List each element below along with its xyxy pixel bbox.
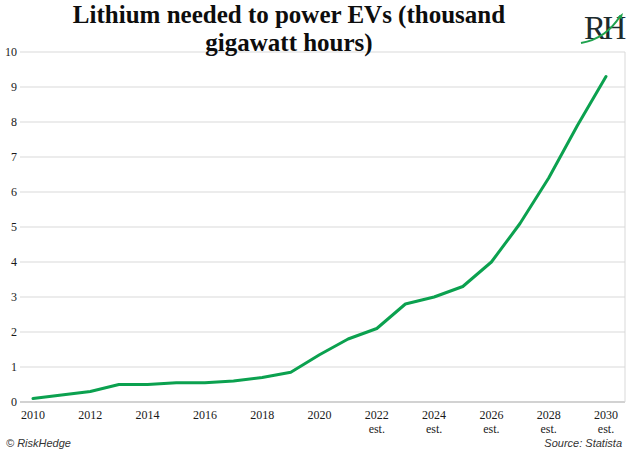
x-tick-est: est. (461, 422, 521, 436)
x-tick-year: 2016 (175, 408, 235, 422)
y-tick-label: 9 (0, 79, 17, 95)
x-tick-year: 2014 (118, 408, 178, 422)
x-tick-est: est. (576, 422, 630, 436)
y-tick-label: 7 (0, 149, 17, 165)
chart-title: Lithium needed to power EVs (thousand gi… (0, 1, 578, 57)
x-tick-label: 2024est. (404, 408, 464, 436)
x-tick-label: 2012 (60, 408, 120, 422)
y-tick-label: 5 (0, 219, 17, 235)
x-tick-year: 2012 (60, 408, 120, 422)
y-tick-label: 6 (0, 184, 17, 200)
chart-page: Lithium needed to power EVs (thousand gi… (0, 0, 630, 451)
x-tick-label: 2020 (290, 408, 350, 422)
chart-title-line1: Lithium needed to power EVs (thousand (0, 1, 578, 29)
chart-title-line2: gigawatt hours) (0, 29, 578, 57)
riskhedge-logo: RH (576, 4, 626, 50)
x-tick-label: 2030est. (576, 408, 630, 436)
x-tick-year: 2018 (232, 408, 292, 422)
lithium-demand-line (33, 77, 606, 399)
y-tick-label: 10 (0, 44, 17, 60)
x-tick-year: 2030 (576, 408, 630, 422)
x-tick-year: 2028 (519, 408, 579, 422)
x-tick-label: 2028est. (519, 408, 579, 436)
copyright-label: © RiskHedge (6, 437, 71, 449)
x-tick-year: 2020 (290, 408, 350, 422)
line-chart (0, 0, 630, 451)
x-tick-est: est. (404, 422, 464, 436)
x-tick-est: est. (347, 422, 407, 436)
x-tick-label: 2026est. (461, 408, 521, 436)
x-tick-year: 2026 (461, 408, 521, 422)
x-tick-year: 2010 (3, 408, 63, 422)
y-tick-label: 2 (0, 324, 17, 340)
x-tick-est: est. (519, 422, 579, 436)
x-tick-label: 2018 (232, 408, 292, 422)
y-tick-label: 3 (0, 289, 17, 305)
source-label: Source: Statista (544, 437, 622, 449)
x-tick-label: 2022est. (347, 408, 407, 436)
y-tick-label: 4 (0, 254, 17, 270)
x-tick-label: 2016 (175, 408, 235, 422)
x-tick-year: 2024 (404, 408, 464, 422)
y-tick-label: 8 (0, 114, 17, 130)
x-tick-label: 2014 (118, 408, 178, 422)
x-tick-label: 2010 (3, 408, 63, 422)
x-tick-year: 2022 (347, 408, 407, 422)
y-tick-label: 1 (0, 359, 17, 375)
